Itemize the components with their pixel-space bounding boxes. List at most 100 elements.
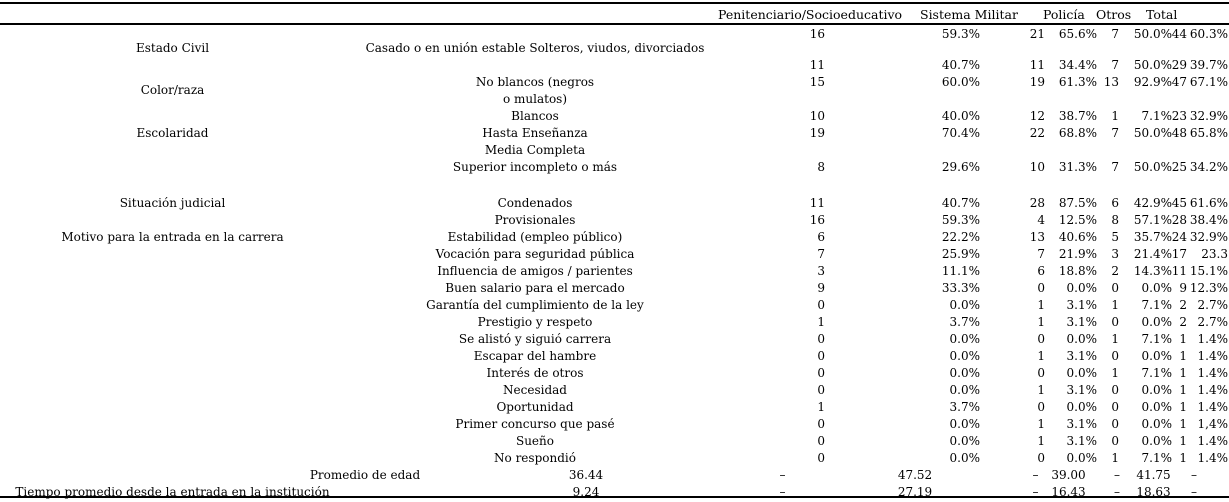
policia-count: 6	[1111, 196, 1119, 210]
sistema-militar-pct: 39.00	[1051, 468, 1086, 482]
total-pct: 1.4%	[1197, 332, 1229, 346]
policia-pct: 0.0%	[1141, 400, 1173, 414]
total-count: 11	[1171, 264, 1187, 278]
table-row: Prestigio y respeto 1 3.7% 1 3.1% 0 0.0% 2 2.7%	[0, 315, 1229, 330]
policia-pct: 7.1%	[1141, 109, 1173, 123]
penitenciario-pct: 11.1%	[941, 264, 980, 278]
policia-pct: 0.0%	[1141, 315, 1173, 329]
penitenciario-pct: 3.7%	[949, 400, 981, 414]
table-bottom-rule	[0, 496, 1229, 498]
policia-count: –	[1114, 485, 1120, 499]
sistema-militar-pct: 3.1%	[1066, 298, 1098, 312]
total-pct: 1.4%	[1197, 434, 1229, 448]
total-pct: 1.4%	[1197, 451, 1229, 465]
penitenciario-count: 8	[817, 160, 825, 174]
sistema-militar-pct: 61.3%	[1058, 75, 1097, 89]
table-row: Color/raza No blancos (negros 15 60.0% 19 61.…	[0, 75, 1229, 97]
penitenciario-count: 0	[817, 349, 825, 363]
subcategory-label: Se alistó y siguió carrera	[458, 332, 612, 346]
penitenciario-pct: 27.19	[897, 485, 933, 499]
total-pct: 38.4%	[1189, 213, 1228, 227]
total-count: –	[1191, 485, 1197, 499]
sistema-militar-count: –	[1032, 485, 1039, 499]
penitenciario-pct: 29.6%	[941, 160, 980, 174]
total-pct: 15.1%	[1189, 264, 1228, 278]
policia-pct: 35.7%	[1133, 230, 1172, 244]
table-row: Tiempo promedio desde la entrada en la i…	[0, 485, 1229, 500]
subcategory-label: 9.24	[572, 485, 600, 499]
sistema-militar-count: 0	[1037, 332, 1045, 346]
policia-pct: 50.0%	[1133, 58, 1172, 72]
sistema-militar-pct: 3.1%	[1066, 349, 1098, 363]
total-count: 1	[1179, 366, 1187, 380]
table-row: Se alistó y siguió carrera 0 0.0% 0 0.0% 1 7.1…	[0, 332, 1229, 347]
sistema-militar-pct: 87.5%	[1058, 196, 1097, 210]
policia-pct: 0.0%	[1141, 349, 1173, 363]
table-row: Garantía del cumplimiento de la ley 0 0.0%…	[0, 298, 1229, 313]
total-count: 2	[1179, 315, 1187, 329]
sistema-militar-pct: 3.1%	[1066, 315, 1098, 329]
table-top-rule	[0, 2, 1229, 4]
sistema-militar-pct: 0.0%	[1066, 400, 1098, 414]
sistema-militar-pct: 65.6%	[1058, 27, 1097, 41]
table-row: Escapar del hambre 0 0.0% 1 3.1% 0 0.0% 1 1.4%	[0, 349, 1229, 364]
category-label: Situación judicial	[119, 196, 226, 210]
policia-count: 1	[1111, 332, 1119, 346]
penitenciario-pct: 59.3%	[941, 27, 980, 41]
subcategory-label: No blancos (negros	[475, 75, 595, 89]
sistema-militar-count: 6	[1037, 264, 1045, 278]
policia-pct: 0.0%	[1141, 281, 1173, 295]
penitenciario-count: 19	[809, 126, 825, 140]
total-count: 45	[1171, 196, 1187, 210]
subcategory-label: Necesidad	[503, 383, 567, 397]
subcategory-label: Influencia de amigos / parientes	[437, 264, 633, 278]
sistema-militar-count: 0	[1037, 366, 1045, 380]
table-row: Promedio de edad 36.44–47.52–39.00–41.75–	[0, 468, 1229, 483]
sistema-militar-pct: 0.0%	[1066, 281, 1098, 295]
penitenciario-pct: 40.7%	[941, 196, 980, 210]
sistema-militar-count: 1	[1037, 383, 1045, 397]
table-row: Vocación para seguridad pública 7 25.9% 7 21…	[0, 247, 1229, 262]
penitenciario-pct: 0.0%	[949, 417, 981, 431]
penitenciario-pct: 0.0%	[949, 383, 981, 397]
total-count: 17	[1171, 247, 1187, 261]
sistema-militar-pct: 40.6%	[1058, 230, 1097, 244]
total-count: 1	[1179, 383, 1187, 397]
penitenciario-count: –	[779, 485, 786, 499]
subcategory-label: Sueño	[515, 434, 554, 448]
subcategory-label: Prestigio y respeto	[477, 315, 593, 329]
penitenciario-count: 0	[817, 298, 825, 312]
subcategory-label: Media Completa	[484, 143, 586, 157]
table-row: Situación judicial Condenados 11 40.7% 28 87.…	[0, 196, 1229, 211]
policia-pct: 21.4%	[1133, 247, 1172, 261]
table-row: Motivo para la entrada en la carrera Esta…	[0, 230, 1229, 245]
sistema-militar-count: 1	[1037, 315, 1045, 329]
penitenciario-count: 7	[817, 247, 825, 261]
subcategory-label: 36.44	[568, 468, 604, 482]
table-row: No respondió 0 0.0% 0 0.0% 1 7.1% 1 1.4%	[0, 451, 1229, 466]
sistema-militar-pct: 38.7%	[1058, 109, 1097, 123]
total-pct: 23.3	[1201, 247, 1228, 261]
sistema-militar-count: 21	[1029, 27, 1045, 41]
total-count: 1	[1179, 349, 1187, 363]
table-row: Necesidad 0 0.0% 1 3.1% 0 0.0% 1 1.4%	[0, 383, 1229, 398]
table-row: Blancos 10 40.0% 12 38.7% 1 7.1% 23 32.9%	[0, 109, 1229, 124]
total-count: 25	[1171, 160, 1187, 174]
total-count: 1	[1179, 332, 1187, 346]
total-count: 48	[1171, 126, 1187, 140]
penitenciario-count: 0	[817, 434, 825, 448]
total-count: 1	[1179, 400, 1187, 414]
sistema-militar-count: 19	[1029, 75, 1045, 89]
penitenciario-pct: 0.0%	[949, 434, 981, 448]
penitenciario-count: 15	[809, 75, 825, 89]
table-row: Interés de otros 0 0.0% 0 0.0% 1 7.1% 1 1.4%	[0, 366, 1229, 381]
sistema-militar-count: 1	[1037, 434, 1045, 448]
policia-count: 1	[1111, 366, 1119, 380]
sistema-militar-pct: 12.5%	[1058, 213, 1097, 227]
penitenciario-pct: 33.3%	[941, 281, 980, 295]
table-header: Penitenciario/Socioeducativo Sistema Mil…	[0, 7, 1229, 22]
total-pct: 1.4%	[1197, 366, 1229, 380]
sistema-militar-pct: 21.9%	[1058, 247, 1097, 261]
total-count: 29	[1171, 58, 1187, 72]
policia-pct: 50.0%	[1133, 126, 1172, 140]
